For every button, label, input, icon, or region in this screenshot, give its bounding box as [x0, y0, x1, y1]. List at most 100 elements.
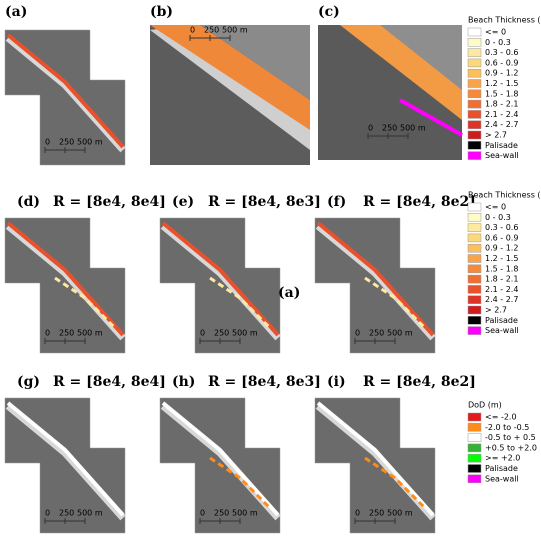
- legend-label: 1.2 - 1.5: [485, 254, 518, 263]
- panel-title: R = [8e4, 8e3]: [208, 194, 321, 210]
- legend-swatch: [467, 58, 482, 68]
- legend-label: 0.9 - 1.2: [485, 244, 518, 253]
- map-sea: [318, 25, 462, 95]
- scale-label: 250: [59, 329, 74, 338]
- legend-swatch: [467, 295, 482, 304]
- legend-title: Beach Thickness (m): [468, 16, 541, 25]
- legend-swatch: [467, 89, 482, 99]
- legend-label: <= 0: [485, 203, 506, 212]
- legend-swatch: [467, 233, 482, 243]
- scale-label: 0: [355, 329, 360, 338]
- legend-swatch: [467, 120, 482, 129]
- scale-label: 500 m: [77, 329, 103, 338]
- legend-label: <= 0: [485, 28, 506, 37]
- legend-swatch: [467, 68, 482, 78]
- map-strip: [161, 221, 280, 337]
- map-strip-2: [364, 276, 427, 330]
- legend-swatch: [467, 453, 482, 463]
- map-strip-2: [54, 276, 117, 330]
- legend-swatch: [467, 151, 482, 160]
- map-beach: [150, 25, 310, 150]
- legend-swatch: [467, 213, 482, 222]
- legend-label: 1.8 - 2.1: [485, 100, 518, 109]
- panel-note: (a): [278, 285, 300, 301]
- legend-swatch: [467, 223, 482, 232]
- panel-title: R = [8e4, 8e3]: [208, 374, 321, 390]
- scale-label: 0: [355, 509, 360, 518]
- legend-swatch: [467, 48, 482, 57]
- legend-label: 1.8 - 2.1: [485, 275, 518, 284]
- scale-label: 0: [45, 509, 50, 518]
- scale-label: 0: [368, 124, 373, 133]
- panel-title: R = [8e4, 8e2]: [363, 194, 476, 210]
- legend-title: Beach Thickness (m): [468, 191, 541, 200]
- map-strip: [340, 25, 462, 120]
- legend-label: Palisade: [485, 464, 518, 473]
- legend-label: Palisade: [485, 141, 518, 150]
- scale-label: 250: [59, 138, 74, 147]
- scale-label: 500 m: [222, 26, 248, 35]
- panel-title: R = [8e4, 8e4]: [53, 374, 166, 390]
- map-strip: [316, 221, 435, 337]
- legend-label: <= -2.0: [485, 413, 517, 422]
- legend-swatch: [467, 130, 482, 140]
- legend-swatch: [467, 316, 482, 325]
- legend-swatch: [467, 79, 482, 88]
- legend-swatch: [467, 285, 482, 294]
- legend-label: Sea-wall: [485, 151, 519, 160]
- map-strip: [6, 401, 125, 517]
- scale-label: 500 m: [77, 138, 103, 147]
- scale-label: 250: [369, 329, 384, 338]
- map-strip-2: [209, 276, 272, 330]
- legend-swatch: [467, 264, 482, 274]
- panel-title: R = [8e4, 8e4]: [53, 194, 166, 210]
- scale-label: 500 m: [232, 509, 258, 518]
- panel-label: (e): [172, 194, 194, 210]
- legend-label: > 2.7: [485, 131, 507, 140]
- panel-label: (c): [318, 4, 340, 20]
- scale-label: 500 m: [232, 329, 258, 338]
- legend-label: 0.3 - 0.6: [485, 48, 518, 57]
- panel-label: (h): [172, 374, 195, 390]
- legend-swatch: [467, 38, 482, 47]
- legend-swatch: [467, 141, 482, 150]
- scale-label: 500 m: [77, 509, 103, 518]
- legend-label: Palisade: [485, 316, 518, 325]
- legend-label: 2.1 - 2.4: [485, 285, 518, 294]
- legend-swatch: [467, 274, 482, 284]
- legend-swatch: [467, 326, 482, 335]
- legend-label: 2.1 - 2.4: [485, 110, 518, 119]
- legend-label: 0.6 - 0.9: [485, 58, 518, 67]
- legend-swatch: [467, 443, 482, 453]
- panel-label: (g): [17, 374, 40, 390]
- legend-swatch: [467, 474, 482, 484]
- legend-label: 1.5 - 1.8: [485, 89, 518, 98]
- legend-swatch: [467, 305, 482, 315]
- legend-label: -2.0 to -0.5: [485, 423, 529, 432]
- scale-label: 0: [45, 329, 50, 338]
- scale-label: 0: [200, 509, 205, 518]
- legend-swatch: [467, 243, 482, 253]
- legend-label: 2.4 - 2.7: [485, 295, 518, 304]
- map-strip: [6, 221, 125, 337]
- legend-swatch: [467, 423, 482, 432]
- panel-label: (i): [327, 374, 346, 390]
- map-strip-2: [364, 456, 427, 510]
- scale-label: 250: [382, 124, 397, 133]
- panel-title: R = [8e4, 8e2]: [363, 374, 476, 390]
- scale-label: 500 m: [387, 329, 413, 338]
- legend-label: 0 - 0.3: [485, 38, 511, 47]
- scale-label: 500 m: [400, 124, 426, 133]
- scale-label: 250: [214, 329, 229, 338]
- panel-label: (f): [327, 194, 346, 210]
- panel-label: (d): [17, 194, 40, 210]
- scale-label: 0: [190, 26, 195, 35]
- legend-label: 0.3 - 0.6: [485, 223, 518, 232]
- map-strip: [6, 33, 125, 149]
- legend-label: 0 - 0.3: [485, 213, 511, 222]
- scale-label: 0: [45, 138, 50, 147]
- panel-label: (b): [150, 4, 173, 20]
- scale-label: 250: [59, 509, 74, 518]
- legend-label: +0.5 to +2.0: [485, 443, 537, 452]
